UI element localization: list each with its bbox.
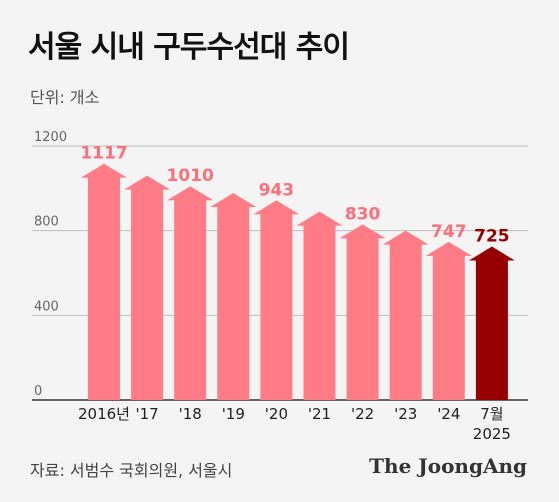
bar xyxy=(253,200,300,400)
bar xyxy=(382,230,429,400)
x-tick-label: '22 xyxy=(351,405,374,423)
data-label: 830 xyxy=(345,204,381,224)
data-label: 1010 xyxy=(167,166,214,186)
unit-label: 단위: 개소 xyxy=(30,88,100,107)
x-tick-label: '17 xyxy=(135,405,158,423)
x-tick-label: '18 xyxy=(179,405,202,423)
x-tick-label: '20 xyxy=(265,405,288,423)
data-label: 943 xyxy=(259,180,295,200)
y-tick-label: 0 xyxy=(34,384,42,399)
x-tick-label: 7월 2025 xyxy=(473,405,511,443)
y-tick-label: 1200 xyxy=(34,130,67,145)
bar xyxy=(339,224,386,400)
source-note: 자료: 서범수 국회의원, 서울시 xyxy=(30,461,233,480)
x-tick-label: '21 xyxy=(308,405,331,423)
bar xyxy=(81,163,127,400)
x-tick-label: '24 xyxy=(437,405,460,423)
brand-logo: The JoongAng xyxy=(369,454,527,478)
data-label: 725 xyxy=(474,227,510,247)
x-tick-label: '19 xyxy=(222,405,245,423)
bar xyxy=(210,192,257,400)
highlight-bar xyxy=(468,246,515,400)
bar xyxy=(167,186,214,400)
x-tick-label: '23 xyxy=(394,405,417,423)
bar xyxy=(124,175,171,400)
x-tick-label: 2016년 xyxy=(78,405,130,423)
data-label: 747 xyxy=(431,222,467,242)
bar xyxy=(296,211,343,400)
bar xyxy=(425,241,472,400)
chart-title: 서울 시내 구두수선대 추이 xyxy=(28,30,350,65)
y-tick-label: 400 xyxy=(34,299,59,314)
data-label: 1117 xyxy=(80,144,127,164)
y-tick-label: 800 xyxy=(34,215,59,230)
